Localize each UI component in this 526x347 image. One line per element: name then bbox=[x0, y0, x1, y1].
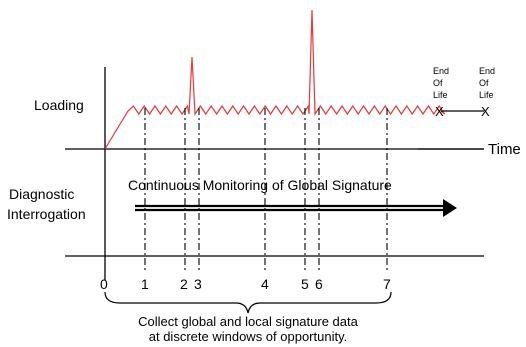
window-label-2: 2 bbox=[180, 276, 188, 292]
collect-brace bbox=[104, 291, 392, 314]
monitoring-label: Continuous Monitoring of Global Signatur… bbox=[128, 177, 392, 193]
window-label-6: 6 bbox=[315, 276, 323, 292]
monitoring-arrowhead bbox=[443, 199, 457, 217]
loading-curve bbox=[104, 9, 446, 150]
window-label-3: 3 bbox=[194, 276, 202, 292]
end-of-life-marker-1: X bbox=[435, 104, 444, 119]
window-label-5: 5 bbox=[301, 276, 309, 292]
diagnostic-label: Diagnostic bbox=[9, 186, 74, 202]
end-of-life-label-1a: End bbox=[433, 66, 449, 76]
window-lines bbox=[144, 108, 388, 272]
window-label-1: 1 bbox=[141, 276, 149, 292]
collect-label-line1: Collect global and local signature data bbox=[138, 314, 358, 329]
end-of-life-label-2a: End bbox=[479, 66, 495, 76]
end-of-life-label-2c: Life bbox=[479, 90, 494, 100]
end-of-life-label-2b: Of bbox=[479, 78, 489, 88]
time-label: Time bbox=[488, 141, 521, 158]
interrogation-label: Interrogation bbox=[7, 206, 86, 222]
end-of-life-label-1c: Life bbox=[433, 90, 448, 100]
window-label-0: 0 bbox=[100, 276, 108, 292]
loading-label: Loading bbox=[34, 97, 84, 113]
window-label-7: 7 bbox=[383, 276, 391, 292]
window-label-4: 4 bbox=[261, 276, 269, 292]
end-of-life-label-1b: Of bbox=[433, 78, 443, 88]
collect-label-line2: at discrete windows of opportunity. bbox=[149, 329, 347, 344]
end-of-life-marker-2: X bbox=[481, 104, 490, 119]
